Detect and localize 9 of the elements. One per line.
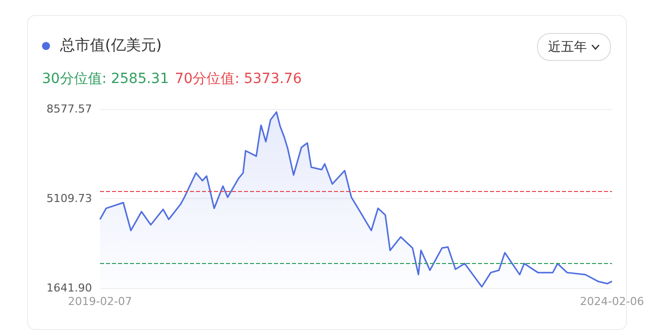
legend-label: 总市值(亿美元) xyxy=(60,36,162,55)
ref-line-label: 30分位值: 2585.31 xyxy=(42,71,169,87)
y-tick-label: 8577.57 xyxy=(46,102,92,116)
x-tick-label: 2019-02-07 xyxy=(68,295,132,308)
text: 近五年 xyxy=(548,39,587,56)
y-tick-label: 1641.90 xyxy=(46,282,92,294)
y-tick-label: 5109.73 xyxy=(46,192,92,205)
x-tick-label: 2024-02-06 xyxy=(580,295,644,308)
ref-line-label: 70分位值: 5373.76 xyxy=(174,71,302,87)
